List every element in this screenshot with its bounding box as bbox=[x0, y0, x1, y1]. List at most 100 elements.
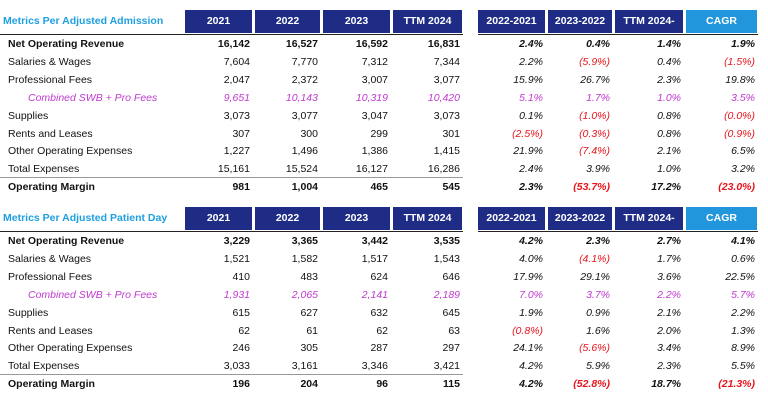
value-cell: 16,127 bbox=[355, 163, 388, 176]
change-cell: 0.1% bbox=[519, 109, 543, 122]
change-cell: 1.0% bbox=[657, 91, 681, 104]
value-cell: 10,143 bbox=[285, 91, 318, 104]
change-cell: 29.1% bbox=[580, 270, 610, 283]
value-cell: 1,517 bbox=[361, 252, 388, 265]
change-cell: 17.9% bbox=[513, 270, 543, 283]
column-header: 2022 bbox=[255, 207, 320, 230]
change-cell: 1.3% bbox=[731, 324, 755, 337]
change-cell: 1.6% bbox=[586, 324, 610, 337]
value-cell: 1,521 bbox=[223, 252, 250, 265]
change-cell: 1.7% bbox=[657, 252, 681, 265]
change-cell: 1.4% bbox=[657, 38, 681, 50]
change-cell: 0.9% bbox=[586, 306, 610, 319]
value-cell: 632 bbox=[370, 306, 388, 319]
section-title: Metrics Per Adjusted Patient Day bbox=[3, 212, 168, 224]
value-cell: 63 bbox=[448, 324, 460, 337]
value-cell: 7,604 bbox=[223, 55, 250, 68]
change-cell: 4.2% bbox=[519, 378, 543, 391]
row-label: Supplies bbox=[8, 109, 49, 122]
change-cell: 2.3% bbox=[657, 360, 681, 373]
value-cell: 3,077 bbox=[433, 73, 460, 86]
value-cell: 3,421 bbox=[433, 360, 460, 373]
change-cell: 4.1% bbox=[731, 235, 755, 247]
change-cell: (0.9%) bbox=[724, 127, 755, 140]
change-cell: 2.1% bbox=[657, 145, 681, 158]
row-label: Supplies bbox=[8, 306, 49, 319]
value-cell: 645 bbox=[442, 306, 460, 319]
column-header: 2023 bbox=[323, 10, 390, 33]
row-rule bbox=[0, 374, 463, 376]
change-cell: 0.4% bbox=[657, 55, 681, 68]
change-cell: 1.0% bbox=[657, 163, 681, 176]
change-cell: 2.2% bbox=[519, 55, 543, 68]
value-cell: 10,420 bbox=[427, 91, 460, 104]
section-title: Metrics Per Adjusted Admission bbox=[3, 15, 164, 27]
change-cell: (4.1%) bbox=[579, 252, 610, 265]
value-cell: 7,344 bbox=[433, 55, 460, 68]
change-cell: (2.5%) bbox=[512, 127, 543, 140]
column-header: 2023-2022 bbox=[548, 10, 612, 33]
value-cell: 10,319 bbox=[355, 91, 388, 104]
row-label: Rents and Leases bbox=[8, 127, 93, 140]
row-label: Total Expenses bbox=[8, 360, 80, 373]
change-cell: (7.4%) bbox=[579, 145, 610, 158]
column-header: TTM 2024 bbox=[393, 207, 462, 230]
change-cell: 3.6% bbox=[657, 270, 681, 283]
value-cell: 299 bbox=[370, 127, 388, 140]
change-cell: 2.1% bbox=[657, 306, 681, 319]
change-cell: (0.8%) bbox=[512, 324, 543, 337]
value-cell: 96 bbox=[376, 378, 388, 391]
row-label: Salaries & Wages bbox=[8, 55, 92, 68]
change-cell: 2.3% bbox=[657, 73, 681, 86]
value-cell: 2,065 bbox=[291, 288, 318, 301]
change-cell: 4.0% bbox=[519, 252, 543, 265]
value-cell: 1,415 bbox=[433, 145, 460, 158]
change-cell: 17.2% bbox=[651, 181, 681, 194]
change-cell: (0.0%) bbox=[724, 109, 755, 122]
change-cell: 2.4% bbox=[519, 38, 543, 50]
change-cell: 3.7% bbox=[586, 288, 610, 301]
change-cell: 2.2% bbox=[657, 288, 681, 301]
change-cell: 2.3% bbox=[519, 181, 543, 194]
value-cell: 3,073 bbox=[223, 109, 250, 122]
value-cell: 287 bbox=[370, 342, 388, 355]
value-cell: 1,004 bbox=[291, 181, 318, 194]
value-cell: 981 bbox=[232, 181, 250, 194]
value-cell: 3,033 bbox=[223, 360, 250, 373]
value-cell: 3,535 bbox=[433, 235, 460, 247]
change-cell: 4.2% bbox=[519, 360, 543, 373]
row-label: Combined SWB + Pro Fees bbox=[28, 91, 158, 104]
value-cell: 115 bbox=[443, 378, 460, 391]
row-label: Other Operating Expenses bbox=[8, 342, 133, 355]
change-cell: 5.1% bbox=[519, 91, 543, 104]
change-cell: 4.2% bbox=[519, 235, 543, 247]
column-header: CAGR bbox=[686, 10, 757, 33]
value-cell: 2,372 bbox=[291, 73, 318, 86]
value-cell: 62 bbox=[376, 324, 388, 337]
value-cell: 16,286 bbox=[427, 163, 460, 176]
row-label: Net Operating Revenue bbox=[8, 235, 125, 247]
row-label: Professional Fees bbox=[8, 270, 93, 283]
change-cell: 2.7% bbox=[657, 235, 681, 247]
header-rule bbox=[478, 34, 758, 35]
row-label: Total Expenses bbox=[8, 163, 80, 176]
value-cell: 545 bbox=[442, 181, 460, 194]
column-header: 2023-2022 bbox=[548, 207, 612, 230]
row-rule bbox=[0, 177, 463, 179]
header-rule bbox=[0, 231, 463, 232]
header-rule bbox=[478, 231, 758, 232]
column-header: TTM 2024 bbox=[393, 10, 462, 33]
change-cell: 3.2% bbox=[731, 163, 755, 176]
change-cell: 6.5% bbox=[731, 145, 755, 158]
change-cell: 1.9% bbox=[731, 38, 755, 50]
value-cell: 2,141 bbox=[361, 288, 388, 301]
column-header: CAGR bbox=[686, 207, 757, 230]
change-cell: 2.4% bbox=[519, 163, 543, 176]
change-cell: (5.9%) bbox=[579, 55, 610, 68]
row-label: Combined SWB + Pro Fees bbox=[28, 288, 158, 301]
row-label: Professional Fees bbox=[8, 73, 93, 86]
change-cell: 0.8% bbox=[657, 127, 681, 140]
value-cell: 3,073 bbox=[433, 109, 460, 122]
change-cell: 15.9% bbox=[513, 73, 543, 86]
